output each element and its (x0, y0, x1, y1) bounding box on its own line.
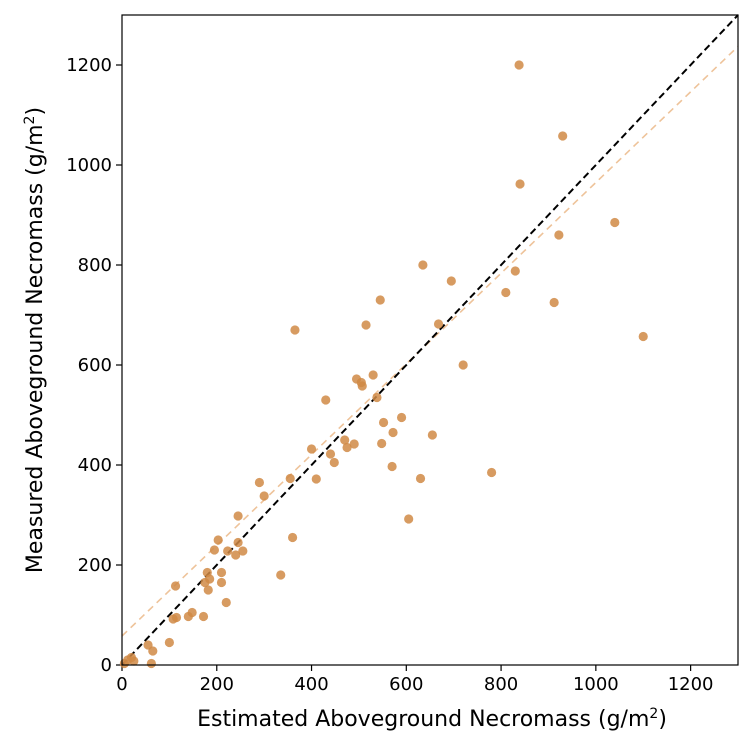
data-point (446, 276, 456, 286)
one-to-one-line (121, 14, 739, 666)
data-point (259, 491, 269, 501)
data-point (171, 612, 182, 623)
data-point (233, 511, 243, 521)
y-axis-label: Measured Aboveground Necromass (g/m2) (22, 107, 48, 573)
data-point (129, 656, 139, 666)
data-point (213, 535, 223, 545)
data-point (187, 607, 197, 618)
data-point (146, 658, 156, 669)
data-point (306, 444, 317, 454)
data-point (329, 457, 339, 468)
data-point (368, 370, 378, 380)
data-point (233, 537, 243, 548)
data-point (433, 319, 444, 329)
data-point (349, 439, 359, 449)
data-point (216, 577, 227, 588)
data-point (549, 297, 559, 308)
data-point (254, 477, 265, 488)
y-tick-label: 600 (78, 355, 112, 376)
x-axis-label: Estimated Aboveground Necromass (g/m2) (197, 706, 667, 732)
ticks: 0 200 400 600 800 1000 1200 0 200 400 600 800 1000 12… (66, 55, 713, 695)
y-tick-label: 1000 (66, 155, 112, 176)
y-tick-label: 200 (78, 555, 112, 576)
data-point (515, 179, 525, 189)
data-point (148, 646, 158, 656)
data-point (487, 467, 497, 478)
data-point (372, 392, 382, 403)
x-tick-label: 600 (389, 674, 423, 695)
data-point (558, 131, 568, 141)
y-tick-label: 400 (78, 455, 112, 476)
data-point (610, 217, 620, 228)
x-tick-label: 200 (200, 674, 234, 695)
data-point (223, 546, 233, 556)
data-point (231, 550, 241, 560)
data-point (216, 567, 227, 578)
data-point (514, 60, 524, 70)
data-point (238, 546, 248, 556)
data-point (375, 295, 385, 305)
data-point (427, 430, 437, 440)
x-tick-label: 0 (116, 674, 127, 695)
data-points (119, 60, 648, 669)
data-point (387, 461, 397, 472)
data-point (164, 637, 174, 648)
trend-lines (121, 14, 739, 666)
x-tick-label: 1000 (573, 674, 619, 695)
data-point (415, 473, 426, 484)
data-point (378, 417, 389, 428)
data-point (361, 320, 371, 330)
data-point (311, 474, 321, 484)
data-point (418, 260, 428, 270)
x-tick-label: 800 (484, 674, 518, 695)
y-tick-label: 800 (78, 255, 112, 276)
data-point (205, 574, 215, 584)
data-point (340, 435, 350, 445)
data-point (404, 514, 414, 524)
data-point (554, 230, 564, 240)
data-point (396, 412, 407, 423)
y-tick-label: 0 (101, 655, 112, 676)
data-point (388, 427, 398, 438)
data-point (342, 442, 352, 453)
x-tick-label: 1200 (668, 674, 714, 695)
plot-frame (121, 14, 739, 666)
data-point (170, 581, 181, 591)
data-point (198, 611, 209, 622)
data-point (325, 449, 336, 459)
data-point (510, 266, 520, 276)
data-point (290, 325, 300, 335)
data-point (276, 570, 286, 580)
data-point (377, 438, 387, 449)
data-point (209, 545, 219, 555)
data-point (357, 381, 367, 391)
data-point (321, 395, 331, 405)
data-point (638, 331, 648, 342)
data-point (458, 360, 468, 370)
y-tick-label: 1200 (66, 55, 112, 76)
x-tick-label: 400 (294, 674, 328, 695)
data-point (221, 597, 231, 608)
data-point (285, 473, 295, 484)
data-point (203, 585, 213, 595)
data-point (287, 532, 298, 543)
data-point (501, 287, 511, 298)
